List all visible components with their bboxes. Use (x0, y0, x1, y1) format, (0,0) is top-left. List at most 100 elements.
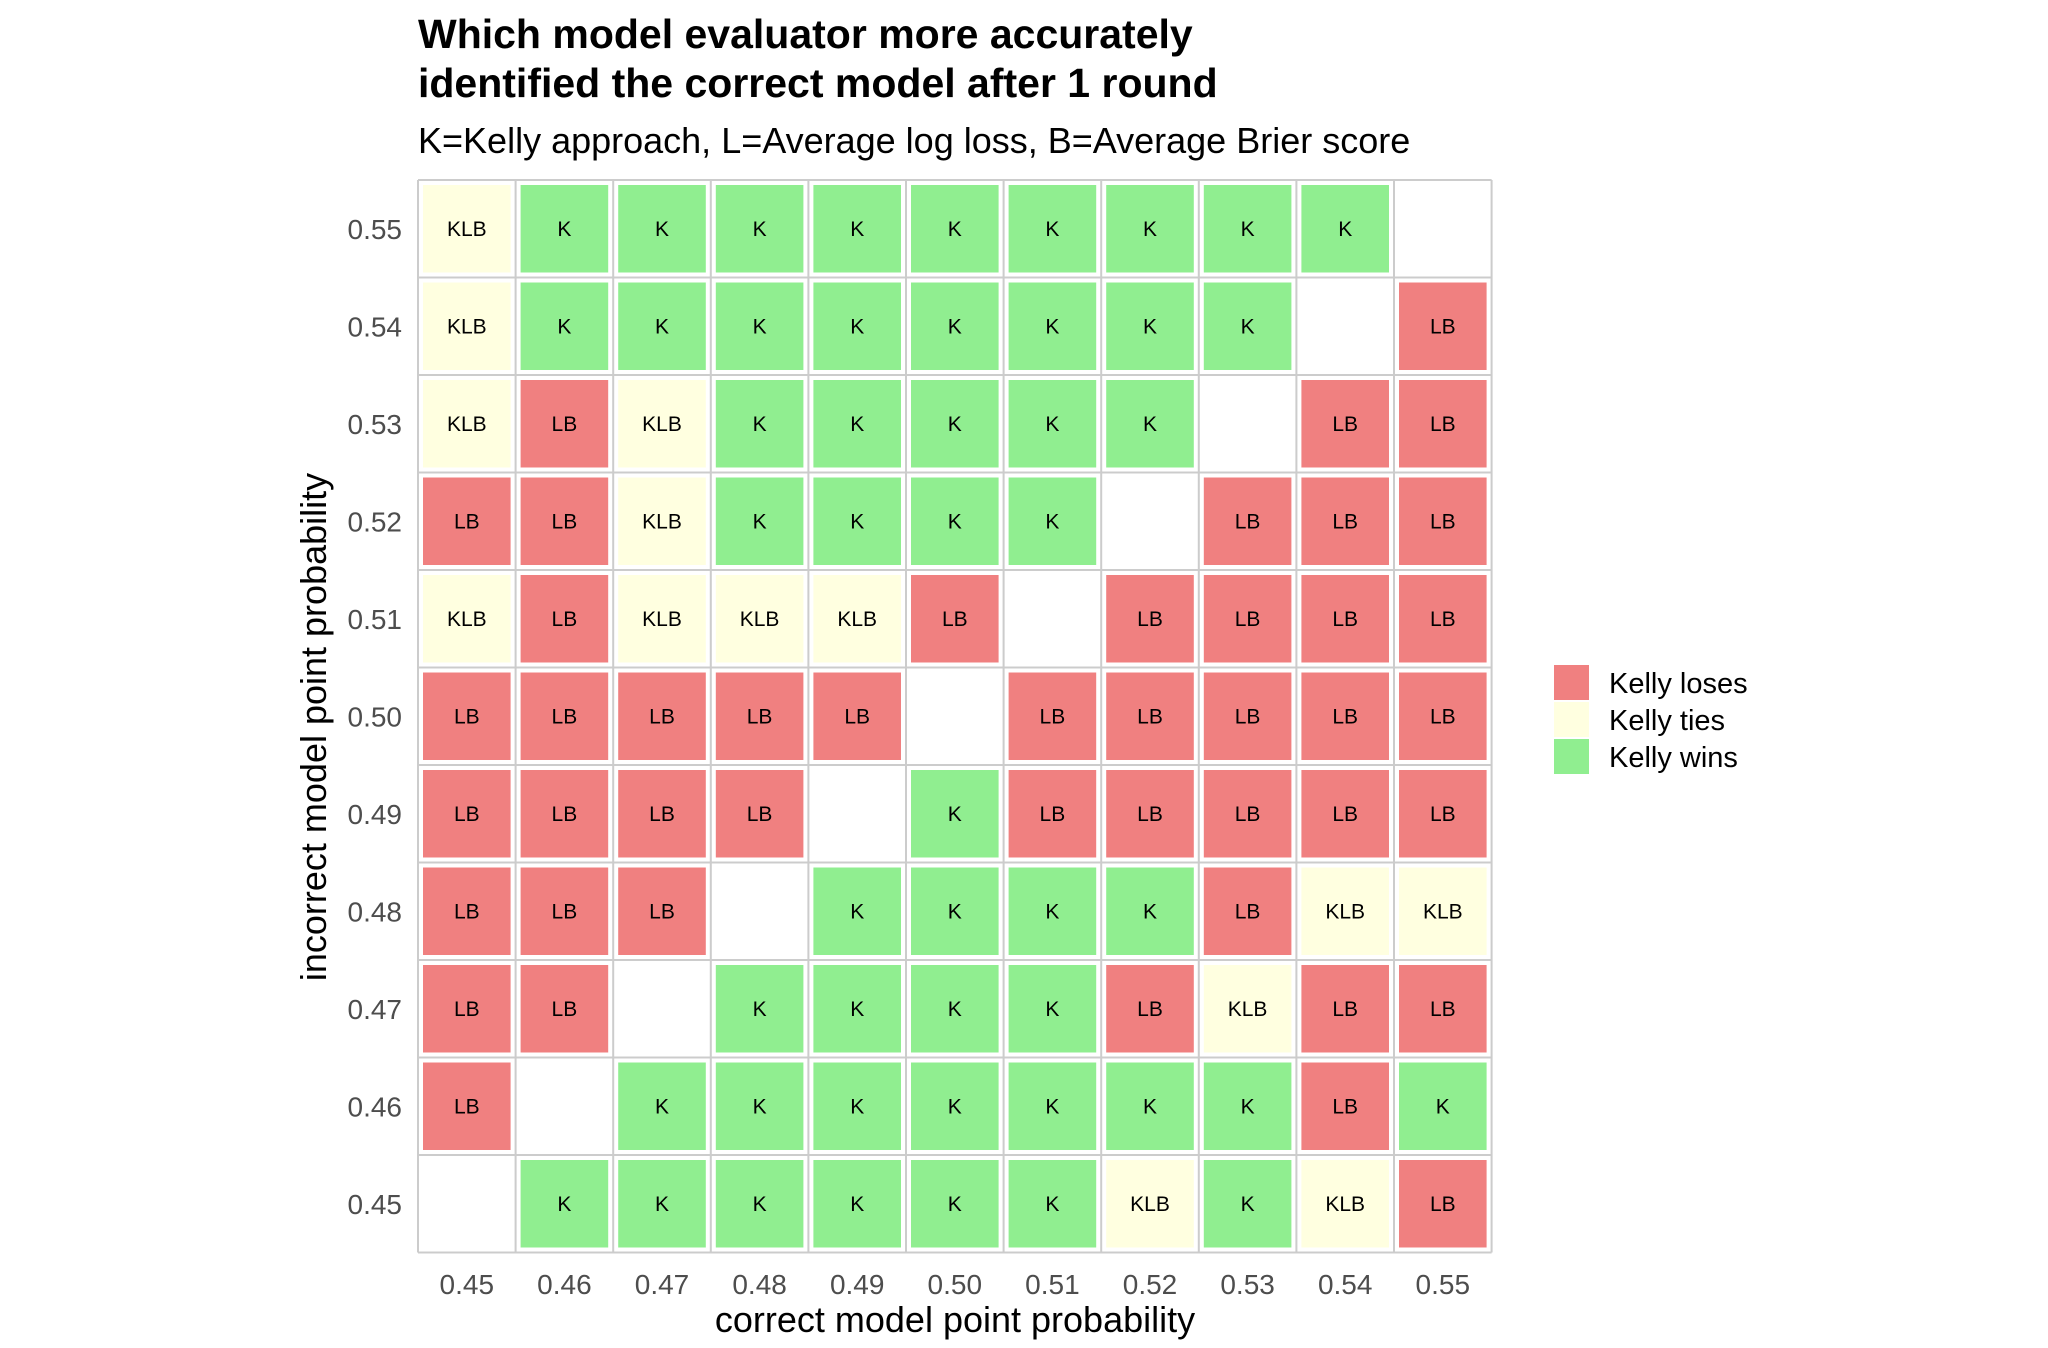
cell-label: K (655, 218, 669, 241)
legend-label: Kelly loses (1609, 668, 1748, 700)
cell-label: K (753, 1193, 767, 1216)
y-tick-label: 0.53 (348, 409, 403, 440)
heatmap-cell (1203, 575, 1292, 663)
cell-label: LB (1430, 608, 1456, 631)
cell-label: LB (552, 803, 578, 826)
heatmap-cell (1203, 185, 1292, 273)
cell-label: LB (844, 705, 870, 728)
heatmap-cell (813, 477, 901, 565)
cell-label: LB (552, 705, 578, 728)
cell-label: LB (1235, 803, 1261, 826)
heatmap-cell (715, 1062, 804, 1150)
heatmap-cell (1203, 1062, 1292, 1150)
cell-label: K (1143, 413, 1157, 436)
legend: Kelly loses Kelly ties Kelly wins (1554, 665, 1748, 774)
x-tick-label: 0.48 (732, 1269, 787, 1300)
cell-label: K (655, 1193, 669, 1216)
heatmap-cell (1301, 867, 1389, 955)
heatmap-cell (1008, 282, 1097, 370)
cell-label: LB (1332, 413, 1358, 436)
cell-label: LB (1430, 803, 1456, 826)
cell-label: LB (1332, 998, 1358, 1021)
heatmap-cell (520, 1160, 609, 1248)
heatmap-cell (1399, 1062, 1487, 1150)
heatmap-cell (1399, 380, 1487, 468)
cell-label: K (1045, 413, 1059, 436)
cell-label: KLB (447, 608, 487, 631)
heatmap-cell (1203, 1160, 1292, 1248)
cell-label: LB (1137, 705, 1163, 728)
cell-label: KLB (1130, 1193, 1170, 1216)
cell-label: KLB (1228, 998, 1268, 1021)
heatmap-cell (1008, 672, 1097, 760)
heatmap-cell (520, 867, 609, 955)
heatmap-cell (715, 185, 804, 273)
cell-label: K (850, 315, 864, 338)
heatmap-cell (618, 185, 706, 273)
cell-label: LB (1040, 705, 1066, 728)
heatmap-cell (423, 477, 511, 565)
heatmap-cell (1106, 1062, 1194, 1150)
cell-label: K (1338, 218, 1352, 241)
cell-label: LB (1235, 608, 1261, 631)
heatmap-cell (911, 575, 999, 663)
heatmap-cell (423, 672, 511, 760)
heatmap-cell (911, 380, 999, 468)
heatmap-cell (520, 477, 609, 565)
cell-label: K (948, 510, 962, 533)
y-axis-title: incorrect model point probability (293, 473, 334, 981)
heatmap-cell (813, 965, 901, 1053)
cell-label: K (948, 315, 962, 338)
cell-label: K (850, 1193, 864, 1216)
cell-label: K (1045, 315, 1059, 338)
heatmap-cell (1008, 770, 1097, 858)
heatmap-cell (520, 185, 609, 273)
heatmap-cell (1301, 380, 1389, 468)
cell-label: LB (1430, 1193, 1456, 1216)
heatmap-cell (1399, 867, 1487, 955)
legend-key (1554, 739, 1589, 774)
cell-label: K (1241, 1193, 1255, 1216)
cell-label: LB (454, 803, 480, 826)
cell-label: LB (1430, 705, 1456, 728)
heatmap-cell (715, 1160, 804, 1248)
heatmap-cell (618, 770, 706, 858)
y-tick-label: 0.52 (348, 506, 403, 537)
x-tick-label: 0.50 (928, 1269, 983, 1300)
heatmap-cell (618, 867, 706, 955)
x-tick-label: 0.53 (1220, 1269, 1275, 1300)
cell-label: K (1241, 1095, 1255, 1118)
x-tick-label: 0.51 (1025, 1269, 1080, 1300)
legend-key (1554, 702, 1589, 737)
cell-label: LB (1430, 998, 1456, 1021)
cell-label: KLB (740, 608, 780, 631)
heatmap-cell (423, 770, 511, 858)
x-tick-label: 0.54 (1318, 1269, 1373, 1300)
heatmap-cell (1008, 477, 1097, 565)
heatmap-cell (423, 380, 511, 468)
heatmap-cell (813, 185, 901, 273)
heatmap-cell (618, 282, 706, 370)
heatmap-cell (1301, 965, 1389, 1053)
y-tick-label: 0.49 (348, 799, 403, 830)
y-tick-label: 0.47 (348, 994, 403, 1025)
heatmap-cell (520, 965, 609, 1053)
cell-label: KLB (837, 608, 877, 631)
heatmap-cell (715, 477, 804, 565)
heatmap-cell (618, 380, 706, 468)
y-tick-label: 0.48 (348, 896, 403, 927)
heatmap-cell (423, 575, 511, 663)
heatmap-cell (1008, 185, 1097, 273)
heatmap-cell (1203, 672, 1292, 760)
cell-label: KLB (642, 608, 682, 631)
heatmap-cell (911, 282, 999, 370)
y-tick-label: 0.45 (348, 1189, 403, 1220)
cell-label: K (1143, 218, 1157, 241)
heatmap-cell (1301, 185, 1389, 273)
heatmap-cell (618, 1062, 706, 1150)
cell-label: KLB (447, 413, 487, 436)
x-axis-title: correct model point probability (715, 1299, 1195, 1340)
heatmap-cell (1106, 965, 1194, 1053)
cell-label: LB (1332, 705, 1358, 728)
